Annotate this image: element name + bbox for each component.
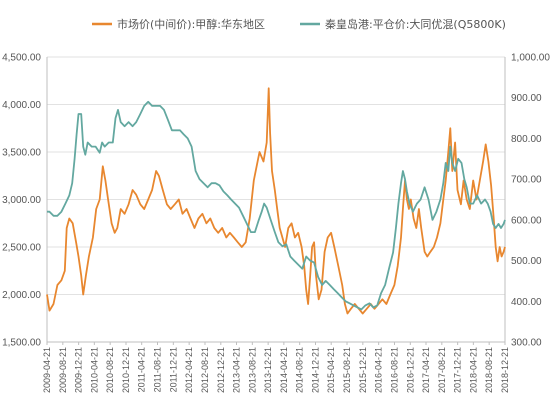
series-line-methanol: [46, 87, 506, 315]
left-tick-label: 4,500.00: [2, 53, 41, 64]
left-tick-label: 3,500.00: [2, 148, 41, 159]
right-tick-label: 800.00: [511, 134, 542, 145]
x-tick-label: 2015-04-21: [326, 347, 336, 393]
right-tick-label: 900.00: [511, 93, 542, 104]
x-tick-label: 2012-08-21: [200, 347, 210, 393]
x-tick-label: 2010-08-21: [105, 347, 115, 393]
x-tick-label: 2018-04-21: [468, 347, 478, 393]
left-tick-label: 4,000.00: [2, 100, 41, 111]
right-tick-label: 500.00: [511, 256, 542, 267]
x-tick-label: 2013-12-21: [263, 347, 273, 393]
x-tick-label: 2017-12-21: [453, 347, 463, 393]
legend-label-methanol: 市场价(中间价):甲醇:华东地区: [117, 17, 265, 31]
x-tick-label: 2018-08-21: [484, 347, 494, 393]
x-tick-label: 2014-08-21: [295, 347, 305, 393]
right-tick-label: 600.00: [511, 215, 542, 226]
x-tick-label: 2011-04-21: [137, 347, 147, 392]
x-tick-label: 2011-08-21: [153, 347, 163, 392]
x-tick-label: 2013-08-21: [247, 347, 257, 393]
x-tick-label: 2012-12-21: [216, 347, 226, 393]
left-axis-ticks: 1,500.00 2,000.00 2,500.00 3,000.00 3,500.00…: [2, 53, 41, 349]
x-tick-label: 2011-12-21: [168, 347, 178, 392]
x-tick-label: 2016-08-21: [389, 347, 399, 393]
x-tick-label: 2018-12-21: [500, 347, 510, 393]
x-tick-label: 2014-12-21: [310, 347, 320, 393]
x-tick-label: 2015-12-21: [358, 347, 368, 393]
legend-label-coal: 秦皇岛港:平仓价:大同优混(Q5800K): [325, 17, 506, 31]
x-tick-label: 2016-04-21: [374, 347, 384, 393]
x-tick-label: 2015-08-21: [342, 347, 352, 393]
x-tick-label: 2017-04-21: [421, 347, 431, 393]
x-tick-label: 2010-12-21: [121, 347, 131, 393]
right-tick-label: 1,000.00: [511, 53, 550, 64]
right-tick-label: 300.00: [511, 338, 542, 349]
right-tick-label: 400.00: [511, 297, 542, 308]
x-tick-label: 2012-04-21: [184, 347, 194, 393]
grid-lines: [47, 56, 505, 343]
x-tick-label: 2009-12-21: [74, 347, 84, 393]
x-tick-label: 2017-08-21: [437, 347, 447, 393]
x-tick-label: 2010-04-21: [89, 347, 99, 393]
x-tick-label: 2013-04-21: [232, 347, 242, 393]
left-tick-label: 2,000.00: [2, 290, 41, 301]
x-axis-ticks: 2009-04-21 2009-08-21 2009-12-21 2010-04-21…: [42, 342, 510, 393]
series-line-coal: [47, 100, 506, 311]
legend: 市场价(中间价):甲醇:华东地区 秦皇岛港:平仓价:大同优混(Q5800K): [92, 17, 506, 31]
left-tick-label: 1,500.00: [2, 338, 41, 349]
left-tick-label: 3,000.00: [2, 195, 41, 206]
series-lines: [46, 87, 506, 315]
x-tick-label: 2016-12-21: [405, 347, 415, 393]
x-tick-label: 2014-04-21: [279, 347, 289, 393]
x-tick-label: 2009-08-21: [58, 347, 68, 393]
left-tick-label: 2,500.00: [2, 243, 41, 254]
right-tick-label: 700.00: [511, 175, 542, 186]
right-axis-ticks: 300.00 400.00 500.00 600.00 700.00 800.00 900.…: [511, 53, 550, 349]
x-tick-label: 2009-04-21: [42, 347, 52, 393]
